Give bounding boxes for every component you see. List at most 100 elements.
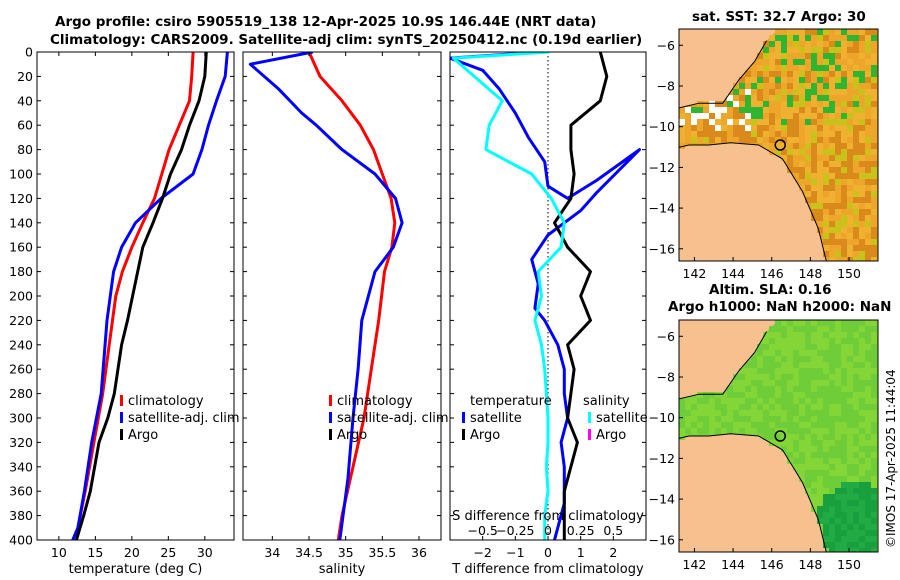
sst_map-pixel: [841, 83, 847, 89]
temperature-legend-label: Argo: [128, 428, 158, 443]
sla_map-pixel: [865, 512, 871, 518]
sst_map-pixel: [787, 35, 793, 41]
sst_map-pixel: [799, 65, 805, 71]
sst_map-pixel: [853, 215, 859, 221]
differences-legend-heading-salinity: salinity: [583, 394, 630, 409]
sst_map-pixel: [811, 131, 817, 137]
temperature-ytick-label: 300: [9, 411, 33, 426]
sst_map-pixel: [823, 47, 829, 53]
sla_map-pixel: [751, 374, 757, 380]
sst_map-pixel: [835, 173, 841, 179]
sst_map-pixel: [871, 101, 877, 107]
sst_map-pixel: [853, 233, 859, 239]
sla_map-pixel: [871, 356, 877, 362]
sla_map-image-group: [679, 320, 878, 552]
sst_map-pixel: [775, 53, 781, 59]
sst_map-pixel: [835, 203, 841, 209]
sla_map-pixel: [697, 410, 703, 416]
sst_map-pixel: [823, 227, 829, 233]
sla_map-pixel: [859, 524, 865, 530]
sla_map-pixel: [751, 380, 757, 386]
sla_map-pixel: [847, 440, 853, 446]
sla_map-pixel: [817, 500, 823, 506]
temperature-ytick-label: 360: [9, 484, 33, 499]
sst_map-pixel: [823, 65, 829, 71]
sla_map-pixel: [805, 434, 811, 440]
sla_map-pixel: [865, 518, 871, 524]
differences-xtick-label: 1: [577, 545, 585, 560]
sst_map-pixel: [745, 77, 751, 83]
sst_map-pixel: [865, 29, 871, 35]
sla_map-pixel: [859, 422, 865, 428]
sst_map-pixel: [793, 101, 799, 107]
sst_map-pixel: [847, 227, 853, 233]
sst_map-pixel: [823, 137, 829, 143]
sla_map-pixel: [859, 320, 865, 326]
sla_map-pixel: [715, 428, 721, 434]
sst_map-pixel: [787, 71, 793, 77]
sla_map-pixel: [781, 380, 787, 386]
sst_map-pixel: [793, 29, 799, 35]
sla_map-pixel: [757, 422, 763, 428]
sst_map-pixel: [721, 119, 727, 125]
sst_map-pixel: [823, 179, 829, 185]
sla_map-pixel: [757, 392, 763, 398]
sst_map-pixel: [775, 95, 781, 101]
sst_map-pixel: [757, 119, 763, 125]
sst_map-pixel: [865, 131, 871, 137]
sla_map-pixel: [799, 458, 805, 464]
sst_map-pixel: [775, 71, 781, 77]
sst_map-pixel: [859, 113, 865, 119]
sst_map-pixel: [775, 59, 781, 65]
sla_map-pixel: [697, 428, 703, 434]
sla_map-pixel: [865, 416, 871, 422]
sla_map-pixel: [859, 440, 865, 446]
sla_map-pixel: [697, 398, 703, 404]
sst_map-pixel: [835, 233, 841, 239]
sst_map-pixel: [703, 101, 709, 107]
sst_map-pixel: [805, 53, 811, 59]
sla_map-pixel: [835, 320, 841, 326]
sla_map-pixel: [841, 488, 847, 494]
temperature-line-satellite-adj--clim: [71, 52, 229, 540]
sla_map-pixel: [769, 410, 775, 416]
sla_map-pixel: [823, 464, 829, 470]
sla_map-pixel: [841, 500, 847, 506]
sla_map-pixel: [817, 338, 823, 344]
sla_map-pixel: [835, 536, 841, 542]
sla_map-pixel: [853, 518, 859, 524]
sst_map-pixel: [823, 53, 829, 59]
sst_map-pixel: [715, 131, 721, 137]
sst_map-pixel: [871, 239, 877, 245]
sla_map-pixel: [763, 428, 769, 434]
sla_map-pixel: [829, 518, 835, 524]
sst_map-pixel: [805, 167, 811, 173]
sst_map-pixel: [703, 125, 709, 131]
temperature-legend-swatch: [120, 412, 123, 423]
sla_map-pixel: [853, 446, 859, 452]
sla_map-pixel: [805, 362, 811, 368]
sla_map-pixel: [787, 386, 793, 392]
sla_map-pixel: [853, 392, 859, 398]
sla_map-pixel: [859, 494, 865, 500]
sst_map-pixel: [829, 203, 835, 209]
sla_map-pixel: [721, 410, 727, 416]
sla_map-pixel: [829, 356, 835, 362]
sla_map-pixel: [769, 350, 775, 356]
sst_map-pixel: [757, 83, 763, 89]
sst_map-pixel: [865, 35, 871, 41]
sla_map-pixel: [829, 404, 835, 410]
sst_map-pixel: [871, 197, 877, 203]
sst_map-pixel: [823, 125, 829, 131]
sst_map-pixel: [835, 167, 841, 173]
sst_map-pixel: [709, 107, 715, 113]
differences-legend-heading-temperature: temperature: [470, 394, 552, 409]
sst_map-pixel: [847, 167, 853, 173]
sla_map-pixel: [745, 410, 751, 416]
differences-top-tick-label: 0.25: [567, 523, 595, 538]
sla_map-pixel: [745, 422, 751, 428]
sst_map-pixel: [715, 137, 721, 143]
sla_map-pixel: [679, 428, 685, 434]
sla_map-pixel: [811, 332, 817, 338]
sst_map-pixel: [757, 77, 763, 83]
